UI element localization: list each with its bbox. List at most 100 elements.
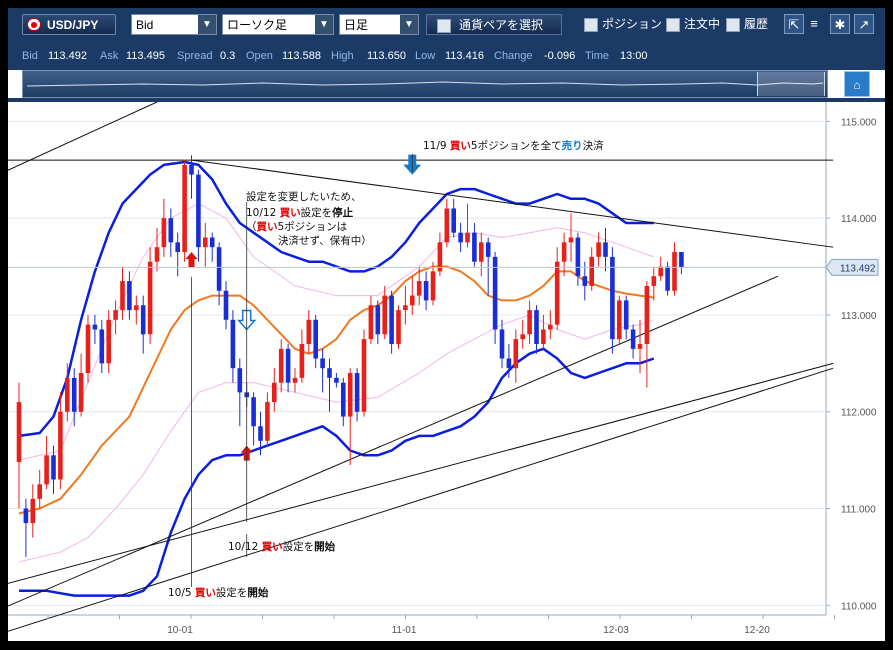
candle-up bbox=[120, 281, 125, 311]
positions-label: ポジション bbox=[602, 17, 663, 31]
annotation-start-1012: 10/12 買い設定を開始 bbox=[228, 540, 336, 553]
y-tick-label: 110.000 bbox=[841, 601, 877, 612]
open-value: 113.588 bbox=[282, 50, 321, 62]
candle-down bbox=[320, 358, 325, 369]
current-price-marker bbox=[825, 258, 879, 276]
y-tick-label: 115.000 bbox=[841, 117, 877, 128]
candle-down bbox=[534, 310, 539, 344]
buy-arrow-icon bbox=[185, 252, 198, 268]
candle-up bbox=[58, 411, 63, 480]
candle-up bbox=[589, 256, 594, 286]
candle-up bbox=[403, 305, 408, 311]
orders-checkbox[interactable] bbox=[666, 18, 680, 32]
candle-down bbox=[127, 281, 132, 311]
candle-down bbox=[175, 242, 180, 253]
candle-down bbox=[99, 329, 105, 364]
candle-up bbox=[520, 334, 525, 340]
candle-down bbox=[492, 256, 498, 330]
candle-down bbox=[71, 377, 77, 412]
timeframe-value: 日足 bbox=[344, 18, 369, 32]
change-value: -0.096 bbox=[544, 50, 576, 62]
candle-down bbox=[313, 319, 318, 359]
candle-up bbox=[265, 402, 270, 441]
candle-up bbox=[561, 242, 567, 262]
price-type-select[interactable]: Bid ▼ bbox=[131, 14, 217, 35]
ask-label: Ask bbox=[100, 50, 119, 62]
candle-down bbox=[23, 508, 29, 524]
chart-menu-icon[interactable]: ⇱ bbox=[784, 14, 804, 34]
annotation-change-line2: 10/12 買い設定を停止 bbox=[246, 206, 354, 219]
candle-up bbox=[299, 343, 305, 378]
candle-down bbox=[389, 295, 394, 344]
candle-up bbox=[85, 324, 91, 374]
candle-down bbox=[334, 377, 339, 383]
candle-down bbox=[285, 348, 291, 383]
candle-up bbox=[568, 237, 574, 243]
currency-pair-button[interactable]: USD/JPY bbox=[22, 14, 116, 35]
list-icon[interactable]: ≡ bbox=[810, 16, 818, 31]
gear-icon[interactable]: ✱ bbox=[830, 14, 850, 34]
candle-down bbox=[472, 232, 477, 262]
candle-up bbox=[637, 343, 643, 349]
currency-pair-label: USD/JPY bbox=[47, 18, 99, 32]
y-tick-label: 114.000 bbox=[841, 214, 877, 225]
current-price-label: 113.492 bbox=[840, 263, 876, 274]
candle-down bbox=[630, 329, 636, 349]
timeframe-select[interactable]: 日足 ▼ bbox=[339, 14, 419, 35]
annotation-change-line2-part: 設定を bbox=[301, 206, 333, 219]
orders-toggle[interactable]: 注文中 bbox=[664, 14, 726, 35]
low-label: Low bbox=[415, 50, 436, 62]
open-label: Open bbox=[246, 50, 273, 62]
candle-up bbox=[44, 455, 49, 485]
high-label: High bbox=[331, 50, 354, 62]
change-label: Change bbox=[494, 50, 533, 62]
candle-up bbox=[147, 261, 153, 335]
bollinger-upper bbox=[18, 160, 654, 438]
chevron-down-icon: ▼ bbox=[315, 15, 333, 34]
positions-checkbox[interactable] bbox=[584, 18, 598, 32]
select-pair-button[interactable]: 通貨ペアを選択 bbox=[426, 14, 562, 35]
candle-up bbox=[347, 373, 353, 417]
candle-down bbox=[230, 319, 236, 369]
candle-up bbox=[444, 208, 450, 243]
overview-selection-window[interactable] bbox=[757, 72, 825, 96]
candle-down bbox=[665, 266, 670, 291]
candle-up bbox=[30, 498, 36, 524]
annotation-sell-all-part: 買い bbox=[450, 140, 471, 152]
candle-down bbox=[189, 164, 194, 175]
y-tick-label: 113.000 bbox=[841, 311, 877, 322]
overview-navigator[interactable] bbox=[22, 70, 828, 98]
trendline bbox=[191, 159, 834, 248]
positions-toggle[interactable]: ポジション bbox=[582, 14, 672, 35]
time-value: 13:00 bbox=[620, 50, 648, 62]
annotation-change-line4-part: 決済せず、保有中） bbox=[278, 234, 372, 247]
overview-line bbox=[26, 81, 824, 87]
annotation-start-1005-part: 10/5 bbox=[168, 587, 195, 599]
ask-value: 113.495 bbox=[126, 50, 165, 62]
y-axis-area bbox=[826, 102, 885, 615]
candle-up bbox=[430, 271, 436, 301]
history-toggle[interactable]: 履歴 bbox=[724, 14, 778, 35]
candle-down bbox=[610, 256, 615, 340]
bid-value: 113.492 bbox=[48, 50, 87, 62]
home-icon[interactable]: ⌂ bbox=[844, 71, 870, 97]
bollinger-lower bbox=[19, 347, 655, 597]
spread-label: Spread bbox=[177, 50, 213, 62]
candle-down bbox=[237, 368, 243, 393]
annotation-change-line3-part: 5ポジションは bbox=[278, 221, 348, 233]
select-pair-checkbox[interactable] bbox=[437, 19, 451, 33]
candle-up bbox=[617, 300, 622, 340]
candle-down bbox=[341, 382, 346, 417]
chart-type-select[interactable]: ローソク足 ▼ bbox=[222, 14, 334, 35]
annotation-sell-all: 11/9 買い5ポジションを全て売り決済 bbox=[423, 139, 604, 152]
annotation-change-line2-part: 10/12 bbox=[246, 207, 280, 219]
candle-up bbox=[548, 324, 553, 330]
trendline bbox=[8, 367, 834, 632]
candle-down bbox=[92, 324, 98, 330]
candle-down bbox=[51, 455, 56, 480]
candle-up bbox=[278, 348, 284, 383]
candle-down bbox=[485, 242, 491, 257]
history-checkbox[interactable] bbox=[726, 18, 740, 32]
expand-icon[interactable]: ↗ bbox=[854, 14, 874, 34]
candle-up bbox=[361, 339, 367, 412]
